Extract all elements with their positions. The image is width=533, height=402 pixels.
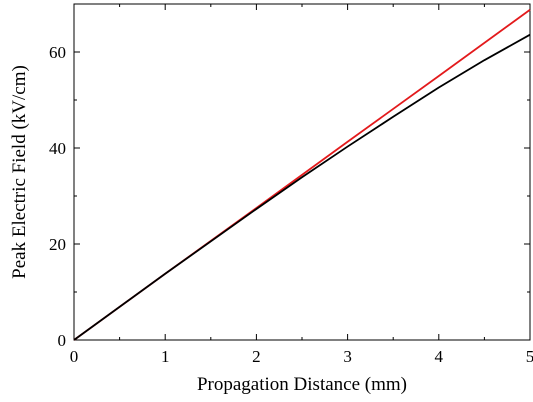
x-tick-label: 0 xyxy=(70,347,79,366)
x-tick-label: 2 xyxy=(252,347,261,366)
x-tick-label: 1 xyxy=(161,347,170,366)
x-tick-label: 5 xyxy=(526,347,533,366)
x-tick-label: 3 xyxy=(343,347,352,366)
x-axis-label: Propagation Distance (mm) xyxy=(197,374,407,395)
y-tick-label: 40 xyxy=(49,139,66,158)
y-tick-label: 60 xyxy=(49,43,66,62)
series-line-2 xyxy=(73,33,531,341)
x-tick-label: 4 xyxy=(435,347,444,366)
y-tick-label: 0 xyxy=(58,331,67,350)
axis-tick-labels: 0 1 2 3 4 5 0 20 40 60 xyxy=(49,43,533,366)
axis-ticks xyxy=(73,3,531,341)
y-axis-label: Peak Electric Field (kV/cm) xyxy=(9,65,30,279)
y-tick-label: 20 xyxy=(49,235,66,254)
series-layer xyxy=(73,9,531,341)
